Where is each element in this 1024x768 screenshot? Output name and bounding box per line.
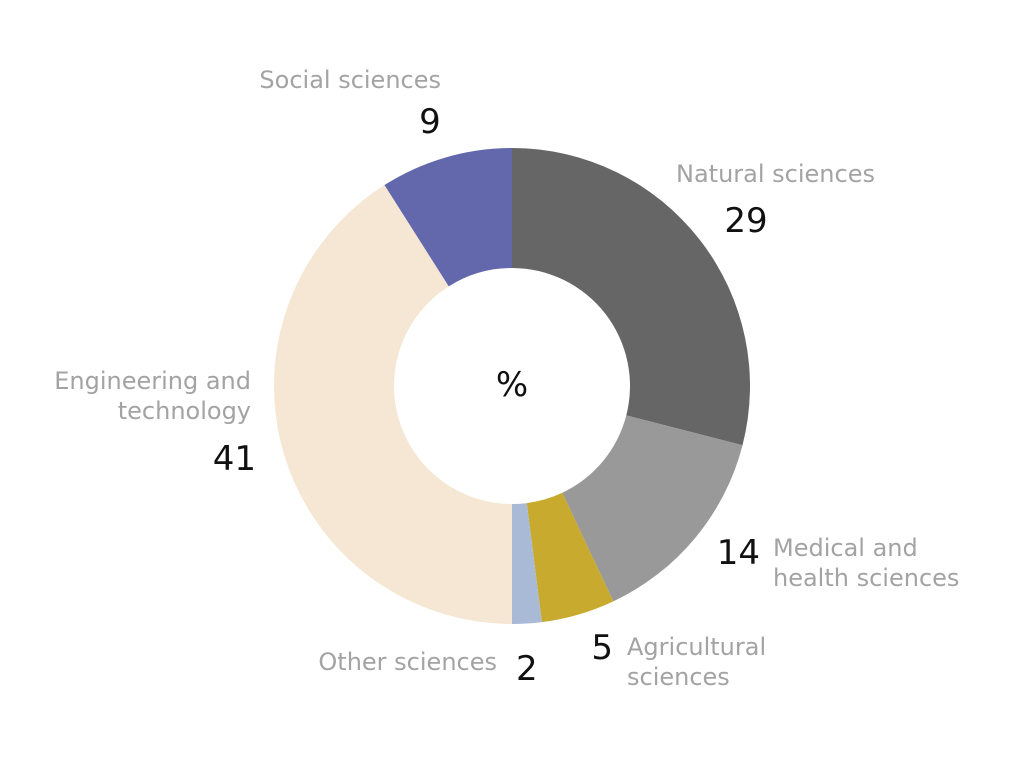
slice-agricultural-sciences — [526, 492, 614, 623]
slice-natural-sciences — [512, 148, 750, 446]
category-label-engineering-and-technology: Engineering and technology — [54, 367, 251, 425]
category-label-agricultural-sciences: Agricultural sciences — [627, 633, 766, 691]
value-label-engineering-and-technology: 41 — [213, 439, 256, 479]
slice-engineering-and-technology — [274, 185, 512, 624]
value-label-other-sciences: 2 — [516, 649, 538, 689]
slice-social-sciences — [384, 148, 512, 287]
value-label-natural-sciences: 29 — [724, 201, 767, 241]
category-label-medical-and-health-sciences: Medical and health sciences — [773, 534, 959, 592]
category-label-social-sciences: Social sciences — [259, 66, 441, 94]
value-label-medical-and-health-sciences: 14 — [717, 533, 760, 573]
value-label-agricultural-sciences: 5 — [591, 628, 613, 668]
category-label-other-sciences: Other sciences — [318, 648, 497, 676]
value-label-social-sciences: 9 — [419, 102, 441, 142]
slice-other-sciences — [512, 503, 542, 624]
slices-group — [274, 148, 750, 624]
category-label-natural-sciences: Natural sciences — [676, 160, 875, 188]
slice-medical-and-health-sciences — [562, 415, 743, 602]
center-label: % — [496, 365, 528, 405]
